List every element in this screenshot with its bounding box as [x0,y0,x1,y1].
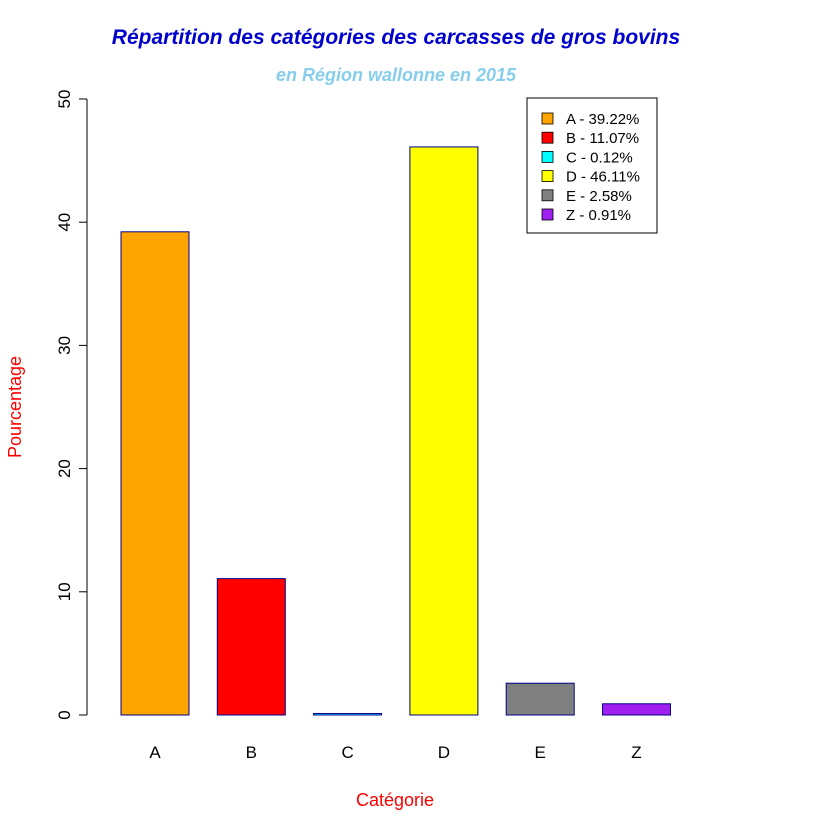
bars [120,146,671,716]
legend-swatch [541,208,554,221]
y-axis: 0 10 20 30 40 50 [55,90,88,720]
x-tick-label: Z [631,743,641,762]
legend-swatch [541,189,554,202]
y-axis-label: Pourcentage [5,356,25,458]
y-tick-label: 10 [55,582,74,601]
x-tick-label: A [149,743,161,762]
bar-z [602,703,671,716]
legend-entry: C - 0.12% [566,149,633,166]
x-tick-label: C [341,743,353,762]
legend-swatch [541,170,554,183]
bar-d [409,146,479,716]
x-tick-label: E [535,743,546,762]
y-tick-label: 40 [55,213,74,232]
legend-entry: B - 11.07% [566,130,639,147]
y-tick-label: 30 [55,336,74,355]
legend-entry: E - 2.58% [566,188,632,205]
y-tick-label: 50 [55,90,74,109]
legend: A - 39.22% B - 11.07% C - 0.12% D - 46.11% E… [526,97,658,234]
bar-b [216,578,286,716]
y-tick-label: 20 [55,459,74,478]
legend-entry: A - 39.22% [566,111,639,128]
legend-swatch [541,131,554,144]
legend-swatch [541,150,554,163]
x-axis-label: Catégorie [356,790,434,810]
legend-swatch [541,112,554,125]
x-tick-label: D [438,743,450,762]
legend-entry: Z - 0.91% [566,207,631,224]
bar-a [120,231,190,716]
bar-c [313,713,383,716]
bar-e [505,682,575,716]
x-tick-label: B [246,743,257,762]
legend-entry: D - 46.11% [566,169,640,186]
chart-title: Répartition des catégories des carcasses… [112,26,680,49]
y-tick-label: 0 [55,710,74,719]
chart-subtitle: en Région wallonne en 2015 [276,65,517,85]
